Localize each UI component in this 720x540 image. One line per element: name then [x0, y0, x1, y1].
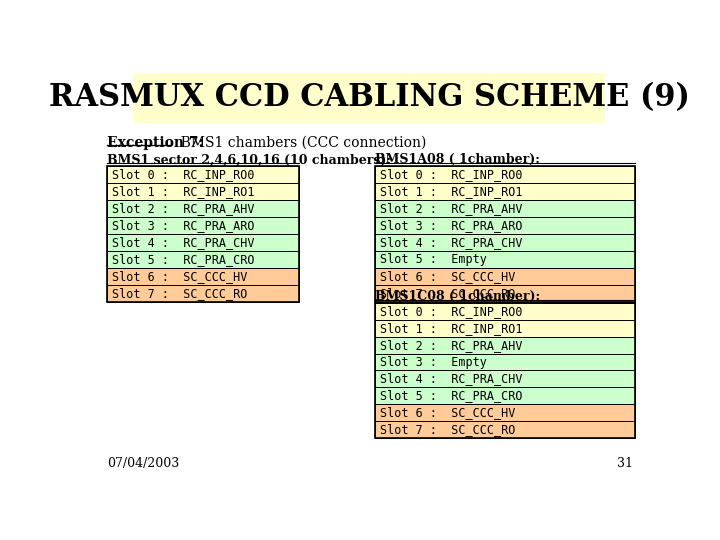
Text: Slot 4 :  RC_PRA_CHV: Slot 4 : RC_PRA_CHV [380, 236, 522, 249]
Text: Slot 7 :  SC_CCC_RO: Slot 7 : SC_CCC_RO [112, 287, 247, 300]
Text: Slot 3 :  Empty: Slot 3 : Empty [380, 355, 487, 368]
Text: Slot 2 :  RC_PRA_AHV: Slot 2 : RC_PRA_AHV [380, 202, 522, 215]
FancyBboxPatch shape [375, 251, 635, 268]
FancyBboxPatch shape [107, 285, 300, 302]
Text: Slot 6 :  SC_CCC_HV: Slot 6 : SC_CCC_HV [112, 270, 247, 283]
FancyBboxPatch shape [375, 354, 635, 370]
FancyBboxPatch shape [375, 184, 635, 200]
FancyBboxPatch shape [375, 370, 635, 387]
FancyBboxPatch shape [107, 217, 300, 234]
FancyBboxPatch shape [375, 166, 635, 184]
FancyBboxPatch shape [375, 421, 635, 438]
Text: Slot 6 :  SC_CCC_HV: Slot 6 : SC_CCC_HV [380, 406, 516, 420]
FancyBboxPatch shape [107, 184, 300, 200]
FancyBboxPatch shape [107, 268, 300, 285]
FancyBboxPatch shape [132, 72, 606, 123]
Text: 31: 31 [616, 457, 632, 470]
Text: Slot 7 :  SC_CCC_RO: Slot 7 : SC_CCC_RO [380, 423, 516, 436]
Text: Slot 7 :  SC_CCC_RO: Slot 7 : SC_CCC_RO [380, 287, 516, 300]
FancyBboxPatch shape [375, 268, 635, 285]
FancyBboxPatch shape [375, 285, 635, 302]
Text: Slot 1 :  RC_INP_RO1: Slot 1 : RC_INP_RO1 [112, 185, 254, 198]
Text: Slot 3 :  RC_PRA_ARO: Slot 3 : RC_PRA_ARO [380, 219, 522, 232]
Text: Slot 1 :  RC_INP_RO1: Slot 1 : RC_INP_RO1 [380, 185, 522, 198]
Text: Slot 6 :  SC_CCC_HV: Slot 6 : SC_CCC_HV [380, 270, 516, 283]
FancyBboxPatch shape [375, 303, 635, 320]
Text: Slot 2 :  RC_PRA_AHV: Slot 2 : RC_PRA_AHV [380, 339, 522, 352]
Text: BMS1C08 ( 1chamber):: BMS1C08 ( 1chamber): [375, 289, 540, 302]
FancyBboxPatch shape [375, 234, 635, 251]
FancyBboxPatch shape [375, 200, 635, 217]
FancyBboxPatch shape [107, 234, 300, 251]
FancyBboxPatch shape [375, 387, 635, 404]
FancyBboxPatch shape [107, 166, 300, 184]
FancyBboxPatch shape [375, 404, 635, 421]
Text: Slot 0 :  RC_INP_RO0: Slot 0 : RC_INP_RO0 [112, 168, 254, 181]
FancyBboxPatch shape [107, 200, 300, 217]
Text: Slot 4 :  RC_PRA_CHV: Slot 4 : RC_PRA_CHV [112, 236, 254, 249]
Text: 07/04/2003: 07/04/2003 [107, 457, 179, 470]
FancyBboxPatch shape [375, 320, 635, 336]
Text: Slot 2 :  RC_PRA_AHV: Slot 2 : RC_PRA_AHV [112, 202, 254, 215]
Text: Slot 5 :  Empty: Slot 5 : Empty [380, 253, 487, 266]
FancyBboxPatch shape [375, 217, 635, 234]
Text: BMS1 sector 2,4,6,10,16 (10 chambers):: BMS1 sector 2,4,6,10,16 (10 chambers): [107, 153, 391, 166]
Text: BMS1 chambers (CCC connection): BMS1 chambers (CCC connection) [172, 136, 426, 150]
Text: Slot 3 :  RC_PRA_ARO: Slot 3 : RC_PRA_ARO [112, 219, 254, 232]
Text: RASMUX CCD CABLING SCHEME (9): RASMUX CCD CABLING SCHEME (9) [48, 83, 690, 113]
Text: Exception 7:: Exception 7: [107, 136, 204, 150]
Text: Slot 0 :  RC_INP_RO0: Slot 0 : RC_INP_RO0 [380, 168, 522, 181]
Text: BMS1A08 ( 1chamber):: BMS1A08 ( 1chamber): [375, 153, 540, 166]
Text: Slot 5 :  RC_PRA_CRO: Slot 5 : RC_PRA_CRO [112, 253, 254, 266]
FancyBboxPatch shape [107, 251, 300, 268]
Text: Slot 1 :  RC_INP_RO1: Slot 1 : RC_INP_RO1 [380, 322, 522, 335]
Text: Slot 4 :  RC_PRA_CHV: Slot 4 : RC_PRA_CHV [380, 373, 522, 386]
Text: Slot 5 :  RC_PRA_CRO: Slot 5 : RC_PRA_CRO [380, 389, 522, 402]
FancyBboxPatch shape [375, 336, 635, 354]
Text: Slot 0 :  RC_INP_RO0: Slot 0 : RC_INP_RO0 [380, 305, 522, 318]
